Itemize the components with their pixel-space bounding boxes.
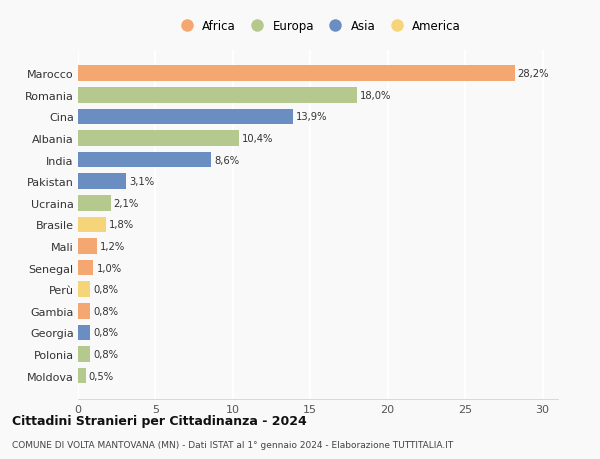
Bar <box>78 196 110 211</box>
Text: Cittadini Stranieri per Cittadinanza - 2024: Cittadini Stranieri per Cittadinanza - 2… <box>12 414 307 428</box>
Text: 0,8%: 0,8% <box>94 328 118 338</box>
Bar <box>78 347 91 362</box>
Bar <box>78 282 91 297</box>
Text: 10,4%: 10,4% <box>242 134 274 144</box>
Text: 0,8%: 0,8% <box>94 306 118 316</box>
Text: 8,6%: 8,6% <box>214 155 239 165</box>
Bar <box>78 131 239 146</box>
Bar <box>78 174 126 190</box>
Bar <box>78 109 293 125</box>
Bar <box>78 303 91 319</box>
Text: 0,8%: 0,8% <box>94 285 118 295</box>
Bar <box>78 152 211 168</box>
Text: 18,0%: 18,0% <box>360 91 391 101</box>
Bar <box>78 368 86 383</box>
Text: COMUNE DI VOLTA MANTOVANA (MN) - Dati ISTAT al 1° gennaio 2024 - Elaborazione TU: COMUNE DI VOLTA MANTOVANA (MN) - Dati IS… <box>12 441 453 449</box>
Text: 13,9%: 13,9% <box>296 112 328 122</box>
Bar <box>78 239 97 254</box>
Text: 0,5%: 0,5% <box>89 371 114 381</box>
Text: 3,1%: 3,1% <box>129 177 154 187</box>
Bar <box>78 260 94 276</box>
Text: 2,1%: 2,1% <box>113 198 139 208</box>
Bar <box>78 325 91 341</box>
Text: 1,0%: 1,0% <box>97 263 122 273</box>
Bar <box>78 217 106 233</box>
Bar <box>78 88 357 103</box>
Legend: Africa, Europa, Asia, America: Africa, Europa, Asia, America <box>172 16 464 36</box>
Text: 1,8%: 1,8% <box>109 220 134 230</box>
Text: 0,8%: 0,8% <box>94 349 118 359</box>
Text: 28,2%: 28,2% <box>518 69 549 79</box>
Text: 1,2%: 1,2% <box>100 241 125 252</box>
Bar <box>78 67 515 82</box>
